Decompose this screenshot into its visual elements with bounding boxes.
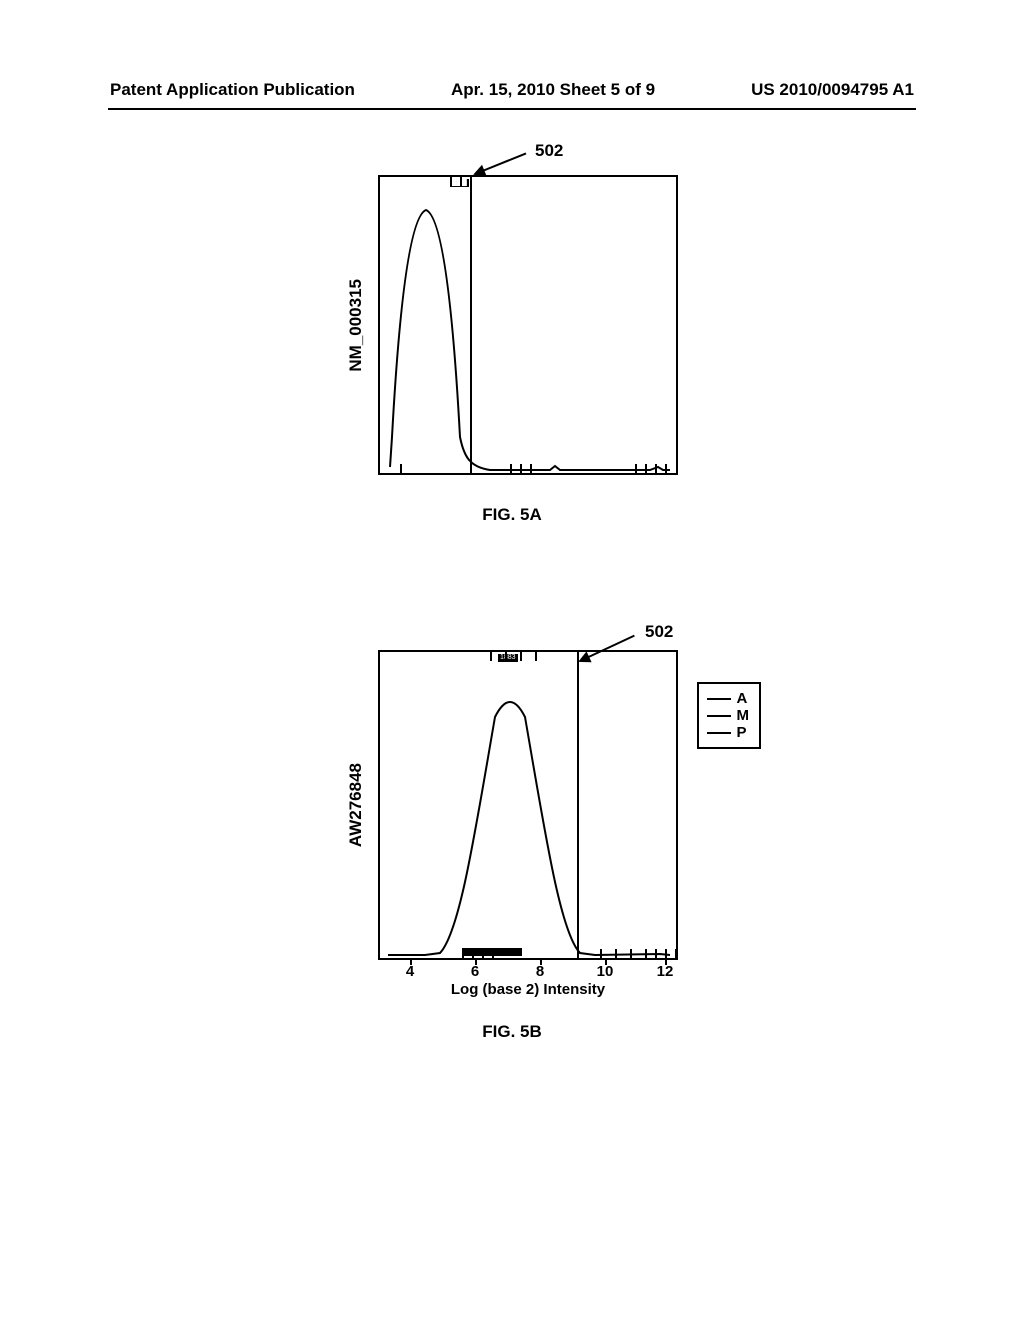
chart-box-b: 1883 502 AMP 4681012 Log (base 2) Intens… <box>378 650 678 960</box>
legend-row: M <box>707 707 750 724</box>
caption-a: FIG. 5A <box>346 505 678 525</box>
chart-wrapper-a: NM_000315 ███ 502 <box>346 175 678 475</box>
header-divider <box>108 108 916 110</box>
header-center: Apr. 15, 2010 Sheet 5 of 9 <box>451 80 655 100</box>
y-axis-label-a: NM_000315 <box>346 279 366 372</box>
bottom-tick <box>665 949 667 958</box>
top-tick <box>520 652 522 661</box>
x-tick-label: 6 <box>471 963 479 980</box>
bottom-tick <box>475 958 477 965</box>
bottom-tick <box>510 464 512 473</box>
legend-label: M <box>737 707 750 724</box>
bottom-tick <box>630 949 632 958</box>
callout-arrow-a <box>475 152 527 174</box>
bottom-tick <box>655 949 657 958</box>
callout-label-b: 502 <box>645 622 673 642</box>
y-axis-label-b: AW276848 <box>346 763 366 847</box>
caption-b: FIG. 5B <box>346 1022 678 1042</box>
curve-svg-a <box>380 177 680 477</box>
top-tick <box>535 652 537 661</box>
x-tick-label: 8 <box>536 963 544 980</box>
bottom-tick <box>645 949 647 958</box>
top-tick <box>450 177 452 186</box>
bottom-tick <box>400 464 402 473</box>
legend-line-icon <box>707 715 731 717</box>
chart-box-a: ███ 502 <box>378 175 678 475</box>
bottom-marker-b <box>462 948 522 956</box>
bottom-tick <box>410 958 412 965</box>
header-right: US 2010/0094795 A1 <box>751 80 914 100</box>
x-tick-label: 4 <box>406 963 414 980</box>
legend-line-icon <box>707 732 731 734</box>
figure-5b: AW276848 1883 502 AMP 4681012 Log (base … <box>346 650 678 1042</box>
figure-5a: NM_000315 ███ 502 FIG. 5A <box>346 175 678 525</box>
bottom-tick <box>665 958 667 965</box>
curve-svg-b <box>380 652 680 962</box>
page-header: Patent Application Publication Apr. 15, … <box>0 80 1024 100</box>
bottom-tick <box>520 464 522 473</box>
callout-label-a: 502 <box>535 141 563 161</box>
reference-line-b <box>577 652 579 958</box>
legend-row: A <box>707 690 750 707</box>
reference-line-a <box>470 177 472 473</box>
bottom-tick <box>635 464 637 473</box>
legend-label: A <box>737 690 748 707</box>
legend-label: P <box>737 724 747 741</box>
chart-wrapper-b: AW276848 1883 502 AMP 4681012 Log (base … <box>346 650 678 960</box>
bottom-tick <box>605 958 607 965</box>
header-left: Patent Application Publication <box>110 80 355 100</box>
legend-row: P <box>707 724 750 741</box>
top-tick <box>470 177 472 186</box>
bottom-tick <box>645 464 647 473</box>
top-tick <box>505 652 507 661</box>
top-tick <box>460 177 462 186</box>
bottom-tick <box>600 949 602 958</box>
x-tick-label: 12 <box>657 963 674 980</box>
bottom-tick <box>655 464 657 473</box>
bottom-tick <box>675 949 677 958</box>
x-axis-label-b: Log (base 2) Intensity <box>451 981 605 998</box>
bottom-tick <box>615 949 617 958</box>
bottom-tick <box>665 464 667 473</box>
top-tick <box>490 652 492 661</box>
bottom-tick <box>540 958 542 965</box>
legend-line-icon <box>707 698 731 700</box>
top-marker-b: 1883 <box>498 654 518 662</box>
bottom-tick <box>530 464 532 473</box>
x-tick-label: 10 <box>597 963 614 980</box>
legend-box: AMP <box>697 682 762 749</box>
